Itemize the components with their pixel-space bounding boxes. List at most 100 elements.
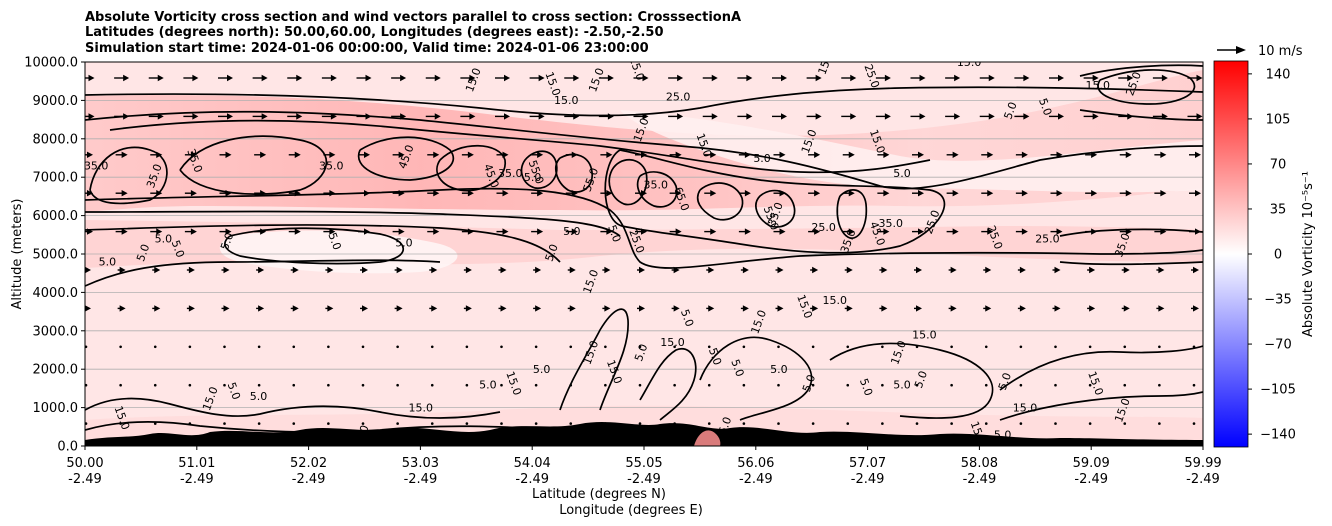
contour-35-a xyxy=(89,146,168,205)
wind-vector xyxy=(842,228,855,235)
wind-vector xyxy=(1019,422,1023,425)
x-tick-latitude: 51.01 xyxy=(178,456,215,471)
wind-vector xyxy=(772,113,787,120)
wind-vector xyxy=(737,74,753,82)
wind-vector xyxy=(425,74,441,82)
contour-label: 5.0 xyxy=(563,225,581,238)
y-tick-label: 5000.0 xyxy=(33,248,79,263)
wind-vector xyxy=(706,266,715,274)
x-tick-latitude: 57.07 xyxy=(849,456,886,471)
wind-vector xyxy=(1156,305,1165,312)
contour-label: 35.0 xyxy=(319,160,344,173)
wind-vector xyxy=(114,74,130,82)
wind-vector xyxy=(1152,74,1168,82)
wind-vector xyxy=(707,345,711,349)
x-tick-latitude: 50.00 xyxy=(66,456,103,471)
wind-vector xyxy=(844,305,853,312)
wind-vector xyxy=(702,74,718,82)
wind-vector xyxy=(707,422,711,425)
contour-label: 5.0 xyxy=(134,242,152,263)
wind-vector xyxy=(1014,74,1030,82)
wind-vector xyxy=(496,151,509,158)
colorbar-tick-label: −140 xyxy=(1260,428,1296,443)
quiver-key-arrowhead xyxy=(1236,46,1246,54)
wind-vector xyxy=(153,383,157,387)
wind-vector xyxy=(1191,305,1199,312)
colorbar-label: Absolute Vorticity 10⁻⁵s⁻¹ xyxy=(1301,171,1316,337)
wind-vector xyxy=(534,422,538,425)
wind-vector xyxy=(1192,422,1196,425)
wind-vector xyxy=(254,190,267,197)
wind-vector xyxy=(742,383,746,387)
wind-vector xyxy=(465,422,469,425)
contour-35-b xyxy=(179,135,328,195)
wind-vector xyxy=(1119,190,1132,197)
contour-15-column-a xyxy=(559,308,629,411)
x-tick-longitude: -2.49 xyxy=(1074,472,1108,487)
wind-vector xyxy=(1119,151,1132,158)
wind-vector xyxy=(879,305,888,312)
contour-45-b xyxy=(436,144,506,192)
wind-vector xyxy=(465,383,469,387)
wind-vector xyxy=(707,383,711,387)
x-tick-latitude: 59.99 xyxy=(1184,456,1221,471)
wind-vector xyxy=(702,113,718,120)
wind-vector xyxy=(806,113,822,120)
wind-vector xyxy=(669,190,682,197)
wind-vector xyxy=(323,151,336,158)
wind-vector xyxy=(635,151,647,158)
wind-vector xyxy=(117,266,126,274)
wind-vector xyxy=(1017,266,1026,274)
wind-vector xyxy=(1189,190,1201,197)
wind-vector xyxy=(1192,383,1196,387)
wind-vector xyxy=(531,151,544,158)
wind-vector xyxy=(119,422,122,425)
wind-vector xyxy=(668,113,684,120)
wind-vector xyxy=(85,383,88,387)
wind-vector xyxy=(565,151,578,158)
wind-vector xyxy=(1088,383,1092,387)
wind-vector xyxy=(742,422,746,425)
contour-label: 15.0 xyxy=(660,336,685,349)
wind-vector xyxy=(463,305,472,312)
wind-vector xyxy=(638,422,642,425)
wind-vector xyxy=(221,305,230,312)
wind-vector xyxy=(498,266,507,274)
wind-vector xyxy=(811,345,815,349)
wind-vector xyxy=(461,151,474,158)
y-axis: 0.0 1000.0 2000.0 3000.0 4000.0 5000.0 6000.0 7… xyxy=(24,56,85,455)
wind-vector xyxy=(257,422,261,425)
wind-vector xyxy=(565,228,578,235)
wind-vector xyxy=(948,305,957,312)
contour-label: 25.0 xyxy=(1035,232,1060,245)
wind-vector xyxy=(152,266,161,274)
contour-label: 5.0 xyxy=(155,232,173,245)
wind-vector xyxy=(392,228,405,235)
wind-vector xyxy=(1015,228,1028,235)
wind-vector xyxy=(1085,151,1098,158)
wind-vector xyxy=(85,422,88,425)
wind-vector xyxy=(915,383,919,387)
wind-vector xyxy=(1049,74,1064,82)
contour-25-top xyxy=(109,119,931,174)
wind-vector xyxy=(114,113,130,120)
wind-vector xyxy=(150,190,163,197)
contour-55-c xyxy=(696,182,744,221)
wind-vector xyxy=(1085,190,1098,197)
wind-vector xyxy=(602,266,611,274)
wind-vector xyxy=(429,266,438,274)
wind-vector xyxy=(846,345,850,349)
wind-vector xyxy=(773,151,786,158)
wind-vector xyxy=(981,190,994,197)
wind-vector xyxy=(738,151,751,158)
contour-5-band-mid xyxy=(85,224,561,263)
wind-vector xyxy=(1050,228,1063,235)
wind-vector xyxy=(569,345,573,349)
wind-vector xyxy=(912,151,924,158)
contour-5-band-top xyxy=(85,210,621,237)
wind-vector xyxy=(325,266,334,274)
wind-vector xyxy=(1088,345,1092,349)
wind-vector xyxy=(327,345,330,349)
wind-vector xyxy=(256,266,265,274)
wind-vector xyxy=(257,383,261,387)
